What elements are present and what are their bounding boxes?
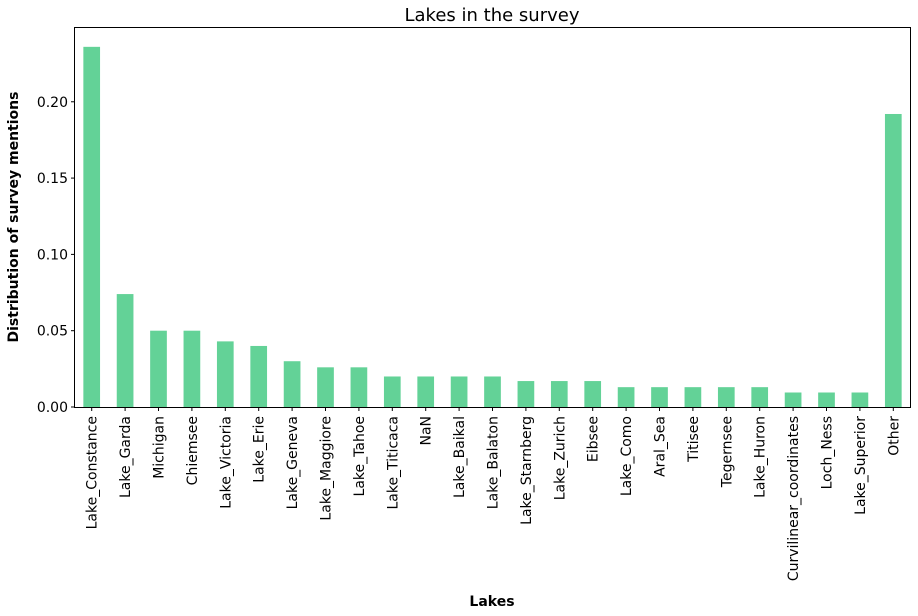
bar-eibsee xyxy=(584,381,602,407)
x-tick-label: Lake_Balaton xyxy=(486,416,502,509)
x-tick-label: Lake_Victoria xyxy=(218,416,234,509)
x-tick-label: Curvilinear_coordinates xyxy=(786,416,802,581)
bar-curvilinear-coordinates xyxy=(784,392,802,407)
y-tick-label: 0.20 xyxy=(37,95,68,111)
x-tick-label: Lake_Titicaca xyxy=(385,416,401,510)
bar-lake-como xyxy=(617,387,635,407)
bar-chiemsee xyxy=(183,330,201,407)
bar-lake-balaton xyxy=(484,376,501,407)
x-tick-label: Lake_Starnberg xyxy=(519,416,535,525)
bar-aral-sea xyxy=(651,387,668,407)
x-axis-ticks: Lake_Constance Lake_Garda Michigan Chiemsee… xyxy=(85,407,902,581)
chart-title: Lakes in the survey xyxy=(405,5,580,26)
bar-lake-titicaca xyxy=(383,376,401,407)
x-tick-label: Lake_Baikal xyxy=(452,416,468,498)
x-tick-label: Lake_Superior xyxy=(853,416,869,515)
bar-lake-starnberg xyxy=(517,381,535,407)
x-tick-label: Lake_Como xyxy=(619,416,635,496)
bar-lake-geneva xyxy=(283,361,301,407)
x-tick-label: Lake_Zurich xyxy=(552,416,568,500)
bar-other xyxy=(884,113,902,408)
y-tick-label: 0.15 xyxy=(37,171,68,187)
x-tick-label: Other xyxy=(886,416,902,456)
x-tick-label: Lake_Garda xyxy=(118,416,134,498)
x-tick-label: Tegernsee xyxy=(719,416,735,488)
x-tick-label: Loch_Ness xyxy=(820,416,836,489)
x-tick-label: Eibsee xyxy=(586,416,602,462)
x-tick-label: Lake_Tahoe xyxy=(352,416,368,496)
bar-lake-huron xyxy=(751,387,769,407)
y-axis-ticks: 0.00 0.05 0.10 0.15 0.20 xyxy=(37,95,75,416)
bar-nan xyxy=(417,376,435,407)
bar-lake-constance xyxy=(83,46,101,408)
x-tick-label: Lake_Geneva xyxy=(285,416,301,509)
bar-lake-zurich xyxy=(550,381,568,407)
x-tick-label: Chiemsee xyxy=(185,416,201,485)
y-tick-label: 0.00 xyxy=(37,400,68,416)
y-axis-label: Distribution of survey mentions xyxy=(6,92,22,343)
x-axis-label: Lakes xyxy=(469,594,514,610)
bar-michigan xyxy=(150,330,167,407)
plot-frame xyxy=(74,27,911,408)
x-tick-label: Lake_Maggiore xyxy=(319,416,335,521)
y-tick-label: 0.10 xyxy=(37,247,68,263)
bar-lake-garda xyxy=(116,294,134,407)
bars-group xyxy=(83,46,902,408)
bar-lake-maggiore xyxy=(317,367,334,407)
x-tick-label: Lake_Constance xyxy=(85,416,101,529)
x-tick-label: NaN xyxy=(419,416,435,446)
x-tick-label: Lake_Erie xyxy=(252,416,268,483)
bar-lake-baikal xyxy=(450,376,468,407)
y-tick-label: 0.05 xyxy=(37,324,68,340)
x-tick-label: Lake_Huron xyxy=(753,416,769,498)
bar-lake-victoria xyxy=(216,341,234,407)
bar-lake-erie xyxy=(250,345,268,407)
bar-titisee xyxy=(684,387,702,407)
x-tick-label: Aral_Sea xyxy=(653,416,669,477)
x-tick-label: Titisee xyxy=(686,416,702,463)
bar-tegernsee xyxy=(717,387,735,407)
bar-lake-superior xyxy=(851,392,869,407)
bar-loch-ness xyxy=(818,392,835,407)
x-tick-label: Michigan xyxy=(152,416,168,479)
bar-lake-tahoe xyxy=(350,367,368,407)
